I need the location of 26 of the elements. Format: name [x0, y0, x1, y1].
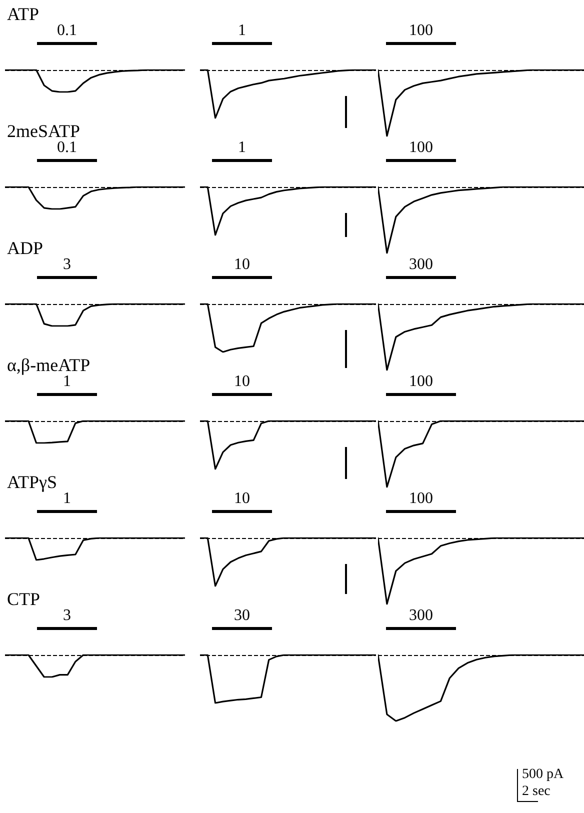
text: 3	[63, 256, 71, 273]
text: 10	[233, 373, 251, 391]
text: 1	[63, 373, 71, 391]
chart-title: α,β-meATP	[7, 355, 90, 376]
text: 1	[237, 22, 247, 40]
text: 100	[408, 139, 434, 157]
text: 3	[63, 607, 71, 624]
text: 100	[408, 373, 434, 391]
chart-title: CTP	[7, 589, 40, 610]
chart-title: ADP	[7, 238, 44, 259]
text: 300	[408, 607, 434, 625]
text: 300	[408, 256, 434, 274]
text: 500 pA	[522, 767, 564, 783]
text: 0.1	[57, 22, 77, 39]
text: 0.1	[56, 139, 78, 157]
chart-title: ATPγS	[7, 472, 57, 493]
text: 30	[233, 607, 251, 625]
chart-title: 2meSATP	[7, 121, 80, 142]
text: 1	[237, 139, 247, 157]
text: 2 sec	[522, 784, 550, 800]
text: 100	[408, 490, 434, 508]
text: 10	[233, 490, 251, 508]
text: 10	[233, 256, 251, 274]
text: 1	[63, 490, 71, 507]
text: 100	[408, 22, 434, 40]
chart-title: ATP	[7, 4, 40, 25]
